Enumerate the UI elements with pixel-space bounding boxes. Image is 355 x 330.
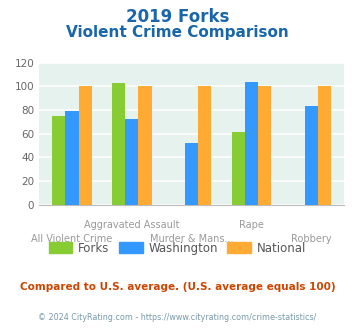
Text: Aggravated Assault: Aggravated Assault <box>84 220 180 230</box>
Text: Rape: Rape <box>239 220 264 230</box>
Text: Violent Crime Comparison: Violent Crime Comparison <box>66 25 289 40</box>
Text: © 2024 CityRating.com - https://www.cityrating.com/crime-statistics/: © 2024 CityRating.com - https://www.city… <box>38 314 317 322</box>
Bar <box>138 86 152 205</box>
Bar <box>185 143 198 205</box>
Text: 2019 Forks: 2019 Forks <box>126 8 229 26</box>
Bar <box>112 83 125 205</box>
Text: All Violent Crime: All Violent Crime <box>31 234 113 244</box>
Text: Compared to U.S. average. (U.S. average equals 100): Compared to U.S. average. (U.S. average … <box>20 282 335 292</box>
Bar <box>125 119 138 205</box>
Bar <box>305 107 318 205</box>
Bar <box>78 86 92 205</box>
Bar <box>318 86 331 205</box>
Legend: Forks, Washington, National: Forks, Washington, National <box>44 237 311 259</box>
Text: Robbery: Robbery <box>291 234 332 244</box>
Text: Murder & Mans...: Murder & Mans... <box>150 234 234 244</box>
Bar <box>245 82 258 205</box>
Bar <box>52 116 65 205</box>
Bar <box>198 86 212 205</box>
Bar <box>258 86 271 205</box>
Bar <box>232 132 245 205</box>
Bar <box>65 111 78 205</box>
